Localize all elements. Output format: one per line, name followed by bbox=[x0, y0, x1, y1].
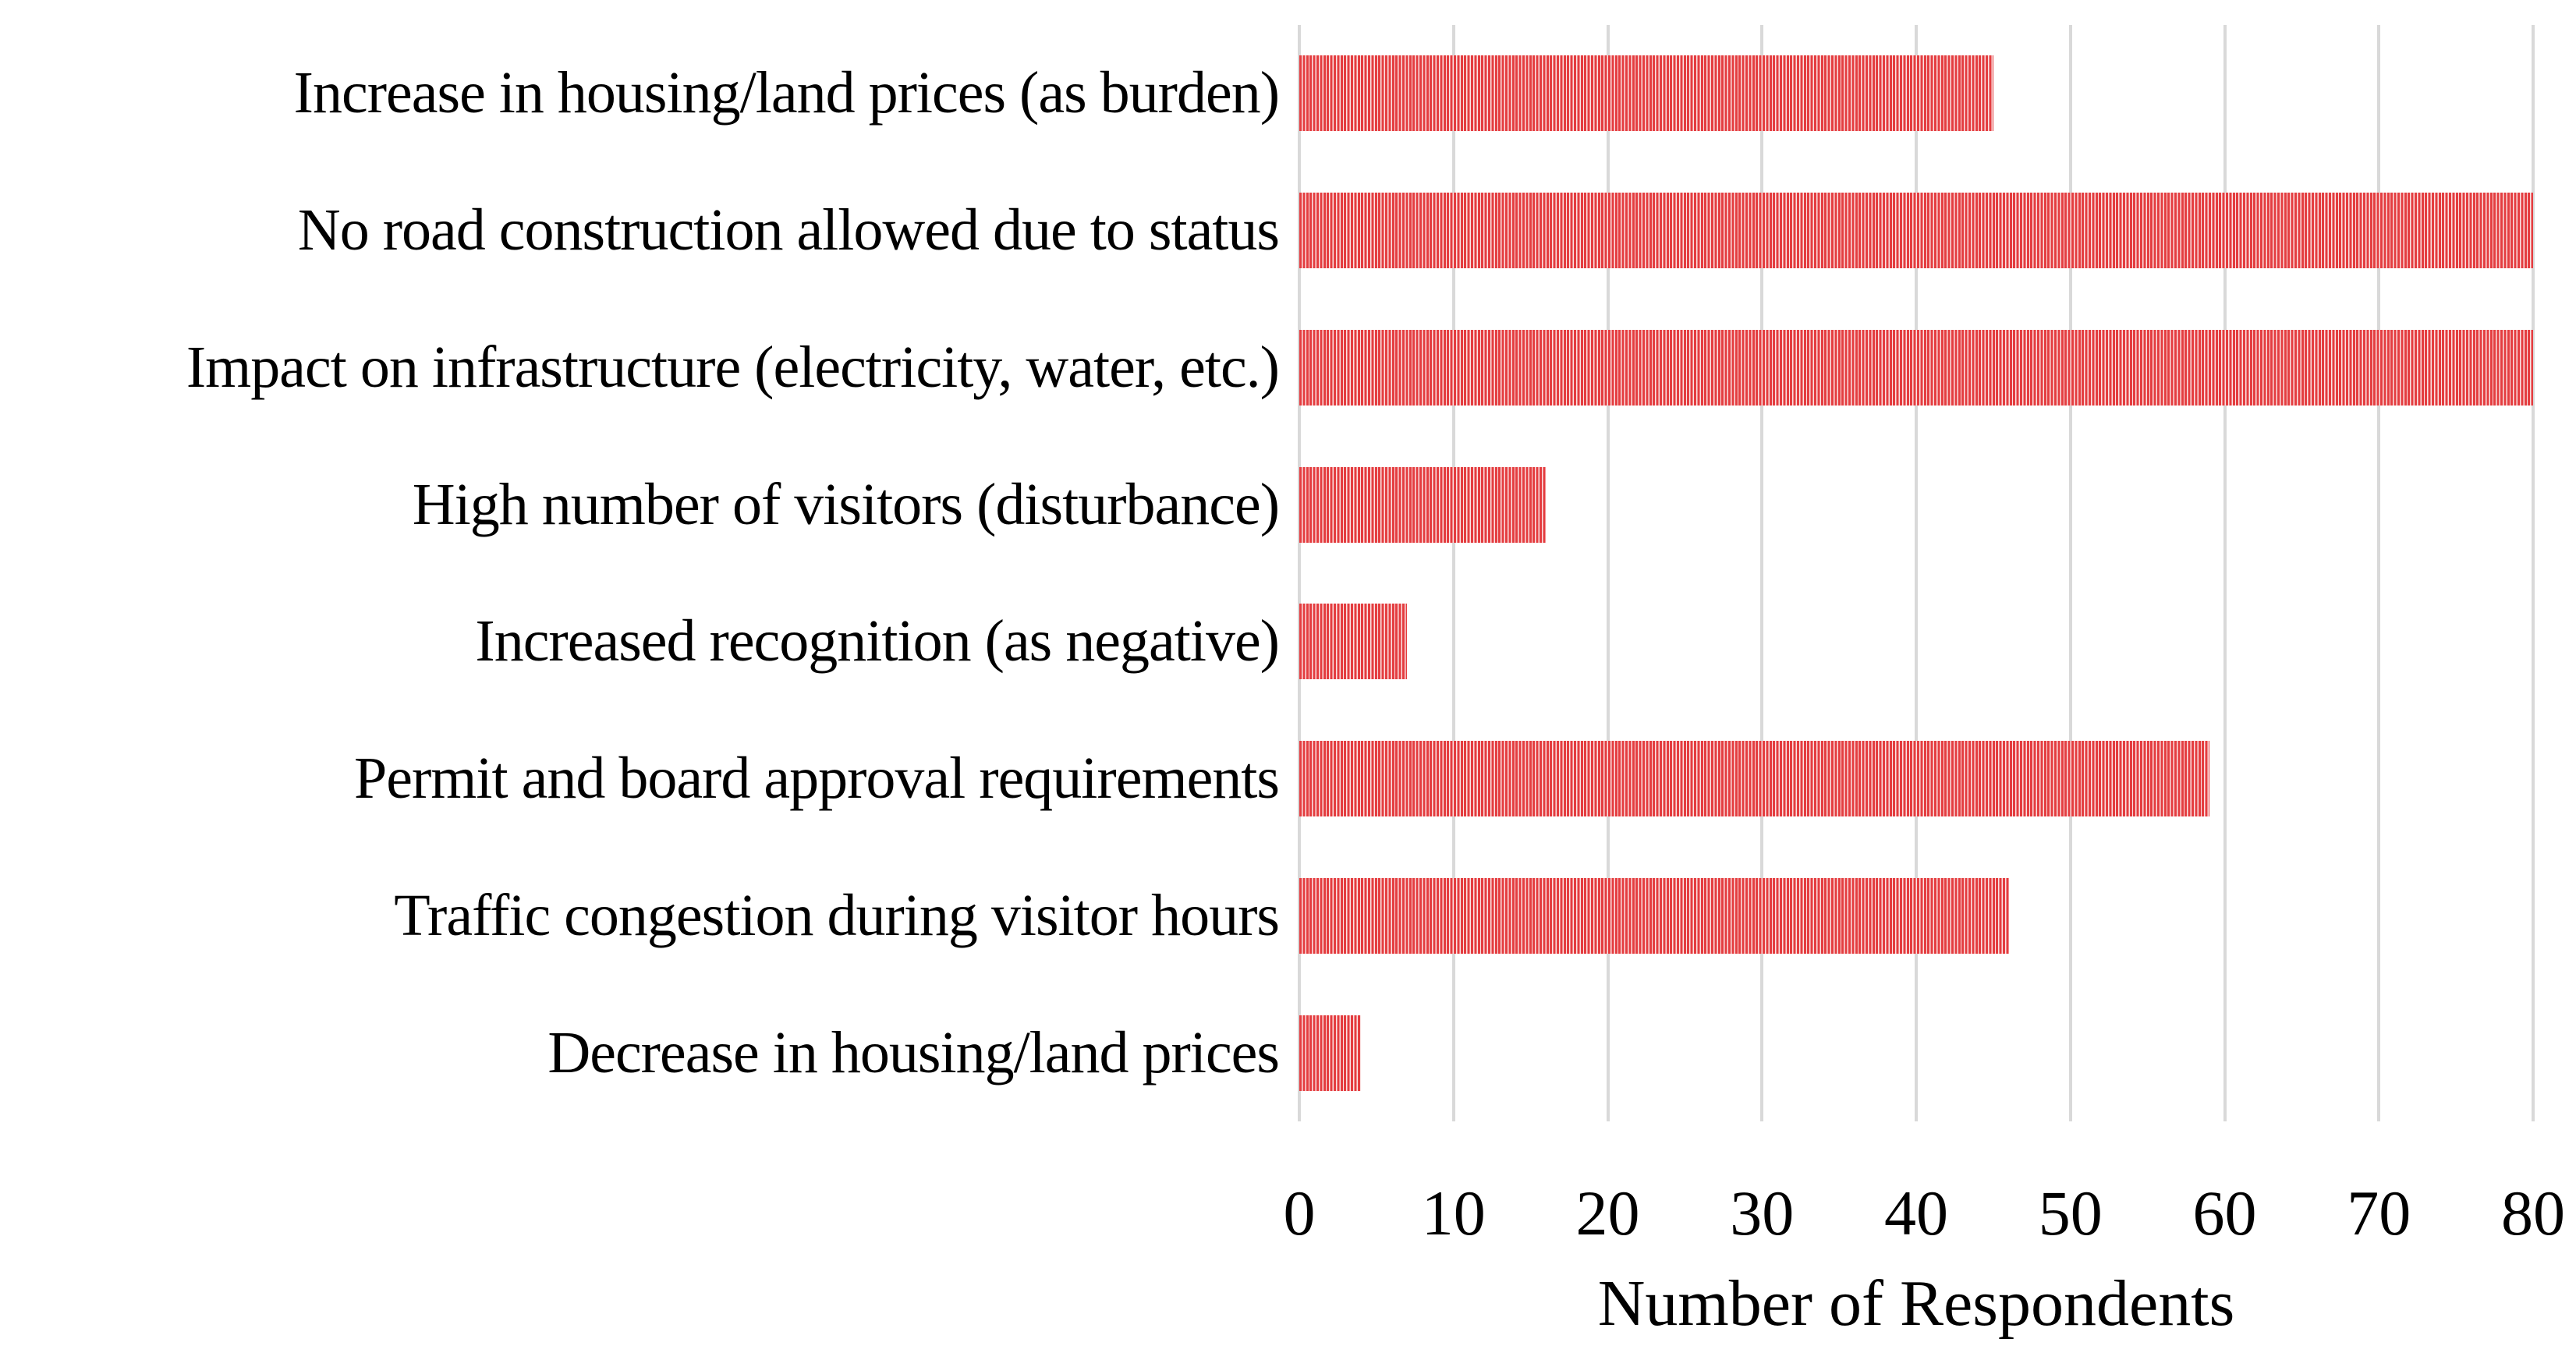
gridline-x-60 bbox=[2223, 25, 2227, 1121]
x-tick-label-80: 80 bbox=[2501, 1178, 2565, 1248]
x-axis-title: Number of Respondents bbox=[1597, 1267, 2235, 1340]
category-label-6: Traffic congestion during visitor hours bbox=[394, 882, 1280, 948]
gridline-x-0 bbox=[1298, 25, 1301, 1121]
x-tick-label-40: 40 bbox=[1884, 1178, 1948, 1248]
category-label-0: Increase in housing/land prices (as burd… bbox=[293, 60, 1280, 126]
plot-area bbox=[1298, 25, 2535, 1121]
category-label-1: No road construction allowed due to stat… bbox=[297, 197, 1280, 264]
gridline-x-10 bbox=[1451, 25, 1455, 1121]
category-label-2: Impact on infrastructure (electricity, w… bbox=[186, 334, 1280, 400]
x-tick-label-20: 20 bbox=[1575, 1178, 1640, 1248]
category-label-4: Increased recognition (as negative) bbox=[475, 608, 1280, 675]
bar-3 bbox=[1299, 466, 1547, 543]
bar-5 bbox=[1299, 741, 2209, 817]
bar-7 bbox=[1299, 1015, 1362, 1091]
category-label-7: Decrease in housing/land prices bbox=[547, 1019, 1280, 1086]
x-tick-label-0: 0 bbox=[1283, 1178, 1316, 1248]
bar-0 bbox=[1299, 55, 1993, 132]
gridline-x-50 bbox=[2068, 25, 2072, 1121]
x-tick-label-10: 10 bbox=[1421, 1178, 1486, 1248]
x-tick-label-50: 50 bbox=[2038, 1178, 2103, 1248]
bar-6 bbox=[1299, 877, 2009, 954]
category-label-3: High number of visitors (disturbance) bbox=[412, 471, 1280, 537]
gridline-x-70 bbox=[2377, 25, 2381, 1121]
bar-2 bbox=[1299, 329, 2533, 406]
bar-4 bbox=[1299, 604, 1408, 680]
x-tick-label-70: 70 bbox=[2347, 1178, 2411, 1248]
gridline-x-80 bbox=[2532, 25, 2535, 1121]
gridline-x-30 bbox=[1760, 25, 1764, 1121]
category-label-5: Permit and board approval requirements bbox=[353, 746, 1280, 812]
x-tick-label-60: 60 bbox=[2192, 1178, 2257, 1248]
gridline-x-40 bbox=[1915, 25, 1918, 1121]
gridline-x-20 bbox=[1606, 25, 1610, 1121]
bar-1 bbox=[1299, 193, 2533, 269]
x-tick-label-30: 30 bbox=[1730, 1178, 1795, 1248]
